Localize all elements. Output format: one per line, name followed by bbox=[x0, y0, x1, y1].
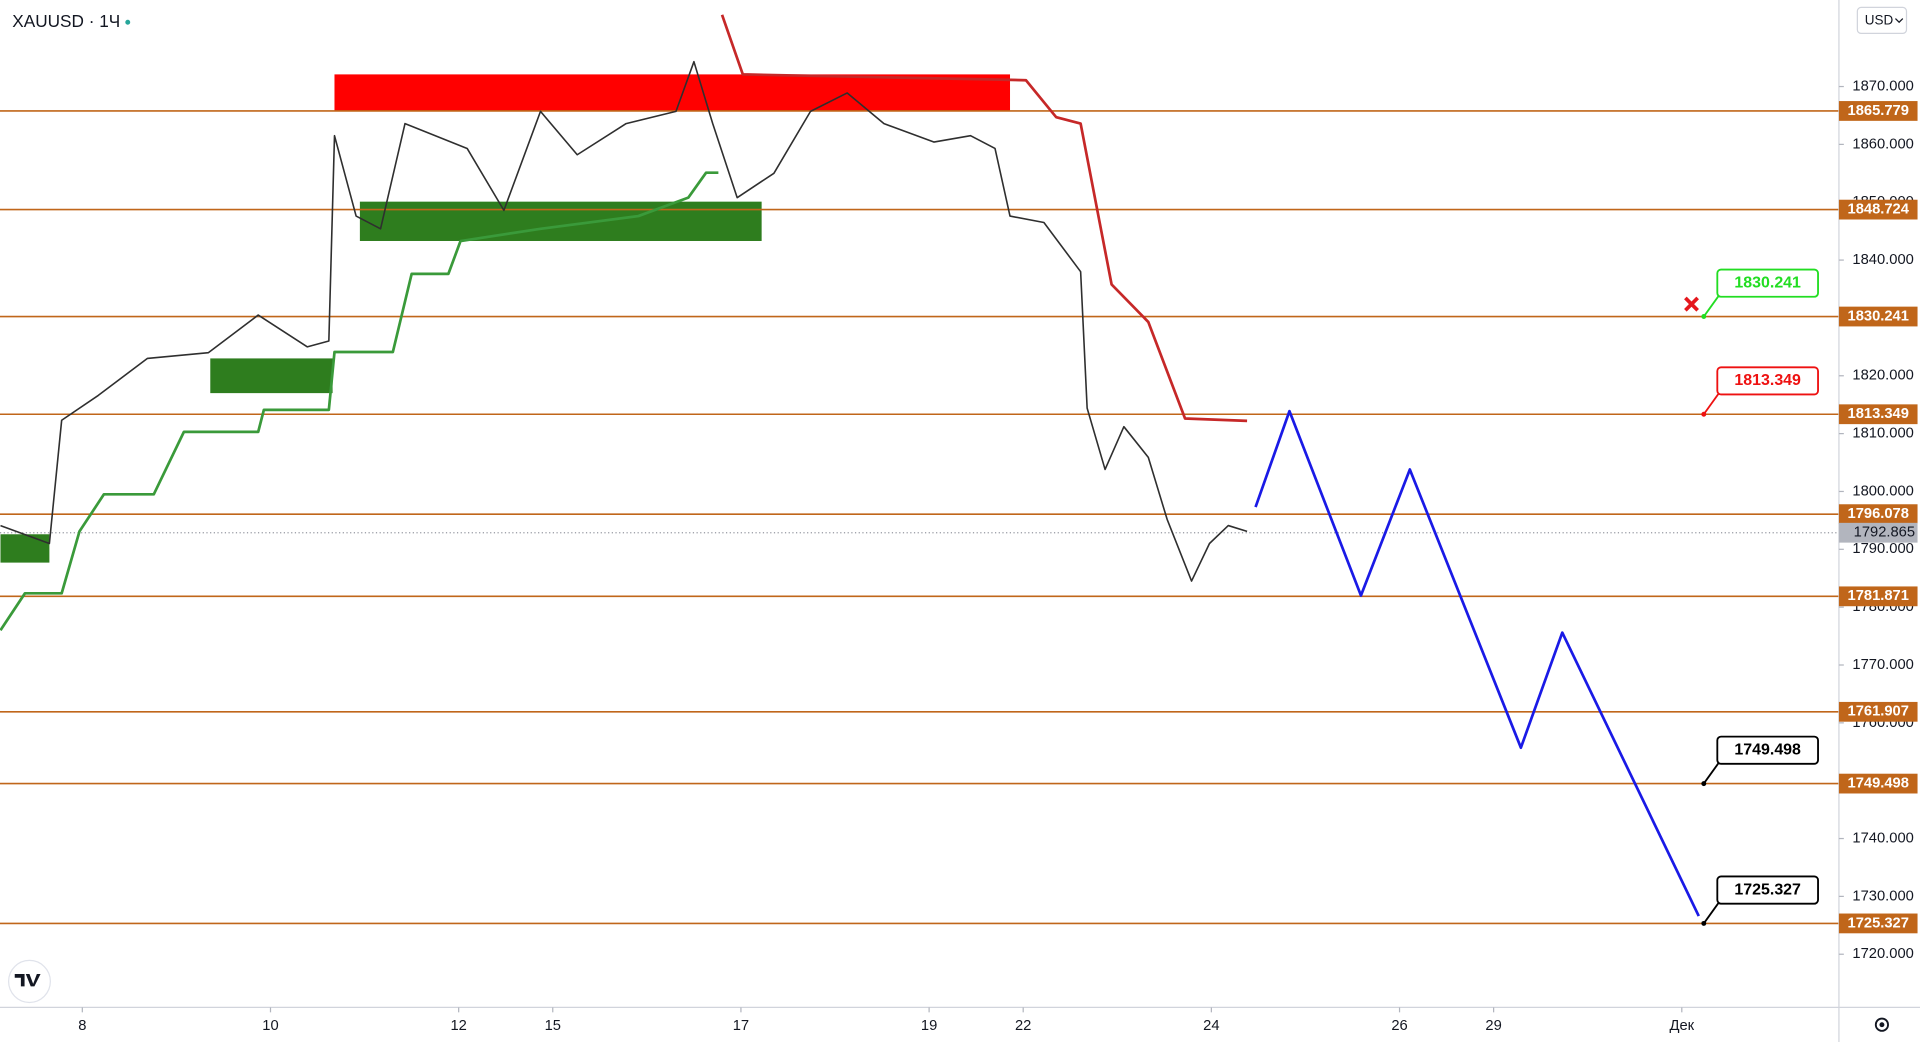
callout-box bbox=[1716, 735, 1819, 765]
callout-point bbox=[1701, 781, 1707, 787]
level-label-bg bbox=[1838, 773, 1918, 794]
chevron bbox=[1894, 18, 1904, 24]
y-tick-label: 1770.000 bbox=[1852, 657, 1913, 673]
callout-point bbox=[1701, 314, 1707, 320]
currency-button-frame[interactable] bbox=[1856, 6, 1908, 34]
level-label: 1749.498 bbox=[1848, 775, 1909, 791]
gear-hub bbox=[1879, 1022, 1885, 1028]
y-tick-label: 1800.000 bbox=[1852, 483, 1913, 499]
x-tick-label: 29 bbox=[1485, 1018, 1501, 1034]
x-tick-label: 24 bbox=[1203, 1018, 1219, 1034]
level-label: 1725.327 bbox=[1848, 915, 1909, 931]
x-tick-label: 10 bbox=[262, 1018, 278, 1034]
level-label: 1813.349 bbox=[1848, 406, 1909, 422]
y-tick-label: 1820.000 bbox=[1852, 368, 1913, 384]
level-label: 1865.779 bbox=[1848, 103, 1909, 119]
callout-pointer bbox=[1703, 760, 1721, 785]
x-tick-label: 17 bbox=[733, 1018, 749, 1034]
callout-box bbox=[1716, 875, 1819, 905]
level-label-bg bbox=[1838, 404, 1918, 425]
level-label-bg bbox=[1838, 101, 1918, 121]
zone bbox=[210, 358, 333, 394]
y-tick-label: 1720.000 bbox=[1852, 946, 1913, 962]
plot-area bbox=[0, 14, 1839, 925]
currency-label[interactable]: USD bbox=[1865, 13, 1894, 28]
series-line bbox=[0, 60, 1248, 582]
level-label-bg bbox=[1838, 199, 1918, 220]
x-tick-label: 8 bbox=[78, 1018, 86, 1034]
y-tick-label: 1810.000 bbox=[1852, 425, 1913, 441]
series-line bbox=[0, 171, 719, 632]
status-dot bbox=[125, 19, 131, 25]
zone bbox=[0, 534, 50, 563]
series-line bbox=[720, 14, 1248, 423]
y-tick-label: 1740.000 bbox=[1852, 830, 1913, 846]
callout-point bbox=[1701, 411, 1707, 417]
cancel-marker bbox=[1684, 296, 1699, 312]
callout-box bbox=[1716, 366, 1819, 396]
callout-label: 1725.327 bbox=[1734, 881, 1801, 898]
level-label: 1830.241 bbox=[1848, 308, 1909, 324]
level-label-bg bbox=[1838, 306, 1918, 327]
currency-button[interactable]: USD bbox=[1856, 6, 1908, 34]
level-label-bg bbox=[1838, 701, 1918, 722]
y-tick-label: 1840.000 bbox=[1852, 252, 1913, 268]
gear[interactable] bbox=[1874, 1017, 1889, 1032]
x-tick-label: 22 bbox=[1015, 1018, 1031, 1034]
last-price-bg bbox=[1838, 522, 1918, 543]
x-tick-label: 15 bbox=[545, 1018, 561, 1034]
zone bbox=[334, 74, 1011, 112]
callout-pointer bbox=[1703, 293, 1721, 318]
callout-point bbox=[1701, 920, 1707, 926]
zone bbox=[359, 201, 762, 241]
chart-title: XAUUSD · 1Ч bbox=[12, 11, 120, 31]
callout-pointer bbox=[1703, 900, 1721, 924]
level-label: 1781.871 bbox=[1848, 588, 1909, 604]
level-label: 1848.724 bbox=[1848, 201, 1910, 217]
y-tick-label: 1790.000 bbox=[1852, 541, 1913, 557]
x-tick-label: 12 bbox=[450, 1018, 466, 1034]
callout-box bbox=[1716, 268, 1819, 298]
callout-pointer bbox=[1703, 391, 1721, 415]
y-tick-label: 1730.000 bbox=[1852, 888, 1913, 904]
tv-logo[interactable] bbox=[7, 959, 51, 1004]
level-label-bg bbox=[1838, 504, 1918, 525]
logo-mark bbox=[14, 974, 41, 987]
level-label: 1796.078 bbox=[1848, 506, 1909, 522]
x-tick-label: Дек bbox=[1670, 1018, 1695, 1034]
callout-label: 1813.349 bbox=[1734, 372, 1801, 389]
callout-label: 1749.498 bbox=[1734, 741, 1801, 758]
level-label: 1761.907 bbox=[1848, 704, 1909, 720]
level-label-bg bbox=[1838, 913, 1918, 934]
last-price-label: 1792.865 bbox=[1854, 525, 1915, 541]
x-tick-label: 19 bbox=[921, 1018, 937, 1034]
y-tick-label: 1860.000 bbox=[1852, 136, 1913, 152]
settings-icon[interactable] bbox=[1874, 1017, 1889, 1032]
callout-label: 1830.241 bbox=[1734, 274, 1801, 291]
series-line bbox=[1254, 409, 1700, 917]
level-label-bg bbox=[1838, 586, 1918, 607]
y-tick-label: 1870.000 bbox=[1852, 78, 1913, 94]
x-tick-label: 26 bbox=[1391, 1018, 1407, 1034]
